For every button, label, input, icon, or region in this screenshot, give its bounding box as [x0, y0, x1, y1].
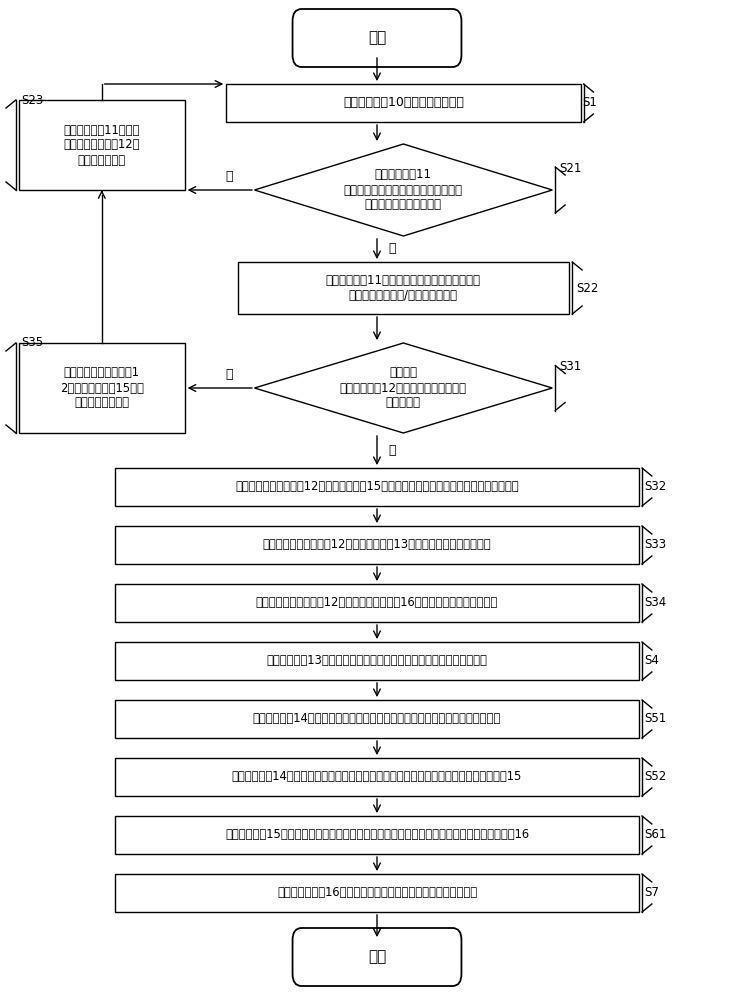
Bar	[115, 874, 639, 912]
Text: 是: 是	[388, 444, 396, 458]
Text: 图像感应模块10采集用户动作图像: 图像感应模块10采集用户动作图像	[343, 97, 464, 109]
Text: 语音识别状态管理模块12向语音识别模块15发送启动指令及控制指令类型以激活语音识别: 语音识别状态管理模块12向语音识别模块15发送启动指令及控制指令类型以激活语音识…	[235, 481, 519, 493]
Bar	[226, 84, 581, 122]
Polygon shape	[255, 144, 552, 236]
Text: 语音识别状态管理模块12控制多媒体功能模块16减小多媒体输出声音的音量: 语音识别状态管理模块12控制多媒体功能模块16减小多媒体输出声音的音量	[256, 596, 498, 609]
Text: S22: S22	[576, 282, 599, 294]
Text: 否: 否	[225, 368, 233, 381]
Bar	[115, 758, 639, 796]
Text: 语音识别模块15语音数据进行识别，形成属于控制指令类型的控制指令，发给多媒体功能模块16: 语音识别模块15语音数据进行识别，形成属于控制指令类型的控制指令，发给多媒体功能…	[225, 828, 529, 842]
Text: 图像识别模块11
将用户动作图像与预设图像模版比对，
找到匹配的控制指令类型: 图像识别模块11 将用户动作图像与预设图像模版比对， 找到匹配的控制指令类型	[344, 168, 463, 212]
Text: S34: S34	[644, 596, 667, 609]
Text: S51: S51	[644, 712, 667, 726]
Text: S31: S31	[559, 360, 582, 373]
Bar	[115, 584, 639, 622]
Bar	[115, 468, 639, 506]
Text: 语音识别
状态管理模块12接收到的信息是启动语
音识别信息: 语音识别 状态管理模块12接收到的信息是启动语 音识别信息	[340, 366, 467, 410]
Text: 图像识别模块11发送目标音源所在位置信息、启
动语音识别信息和/或控制指令类型: 图像识别模块11发送目标音源所在位置信息、启 动语音识别信息和/或控制指令类型	[326, 274, 481, 302]
Text: 阵列拾音模块14对采集到的语音信号进行数字化处理形成语音数据，发送给语音识别模块15: 阵列拾音模块14对采集到的语音信号进行数字化处理形成语音数据，发送给语音识别模块…	[231, 770, 523, 784]
Text: S35: S35	[21, 336, 43, 350]
Text: 是: 是	[388, 242, 396, 255]
Text: S7: S7	[644, 886, 659, 900]
Text: 多媒体功能模块16执行控制指令，向用户提供相应的多媒体功能: 多媒体功能模块16执行控制指令，向用户提供相应的多媒体功能	[277, 886, 477, 900]
Text: S32: S32	[644, 481, 667, 493]
Bar	[115, 816, 639, 854]
Bar	[19, 343, 185, 433]
Text: 语音识别状态管理模块12向音束形成模块13发送目标音源所在位置信息: 语音识别状态管理模块12向音束形成模块13发送目标音源所在位置信息	[262, 538, 492, 552]
Text: 否: 否	[225, 170, 233, 184]
Text: 音束形成模块13根据目标音源所在位置信息确定拾音方向和拾音接收角: 音束形成模块13根据目标音源所在位置信息确定拾音方向和拾音接收角	[267, 654, 487, 668]
Text: S61: S61	[644, 828, 667, 842]
Text: 开始: 开始	[368, 30, 386, 45]
Text: S1: S1	[582, 97, 597, 109]
Polygon shape	[255, 343, 552, 433]
Text: S52: S52	[644, 770, 667, 784]
Text: S21: S21	[559, 161, 582, 174]
Text: 阵列拾音模块14根据拾音方向和拾音接收角的限定采集目标音源发出的语音信号: 阵列拾音模块14根据拾音方向和拾音接收角的限定采集目标音源发出的语音信号	[253, 712, 501, 726]
Bar	[115, 526, 639, 564]
FancyBboxPatch shape	[293, 9, 461, 67]
Text: 图像识别模块11向语音
识别状态管理模块12发
出比对失败信息: 图像识别模块11向语音 识别状态管理模块12发 出比对失败信息	[63, 123, 140, 166]
Text: 语音识别状态管理模块1
2向语音识别模块15发送
指令暂停语音识别: 语音识别状态管理模块1 2向语音识别模块15发送 指令暂停语音识别	[60, 366, 144, 410]
Text: 结束: 结束	[368, 950, 386, 964]
Bar	[115, 700, 639, 738]
Text: S33: S33	[644, 538, 666, 552]
Bar	[19, 100, 185, 190]
Bar	[115, 642, 639, 680]
Text: S4: S4	[644, 654, 659, 668]
Text: S23: S23	[21, 94, 44, 106]
FancyBboxPatch shape	[293, 928, 461, 986]
Bar	[238, 262, 569, 314]
